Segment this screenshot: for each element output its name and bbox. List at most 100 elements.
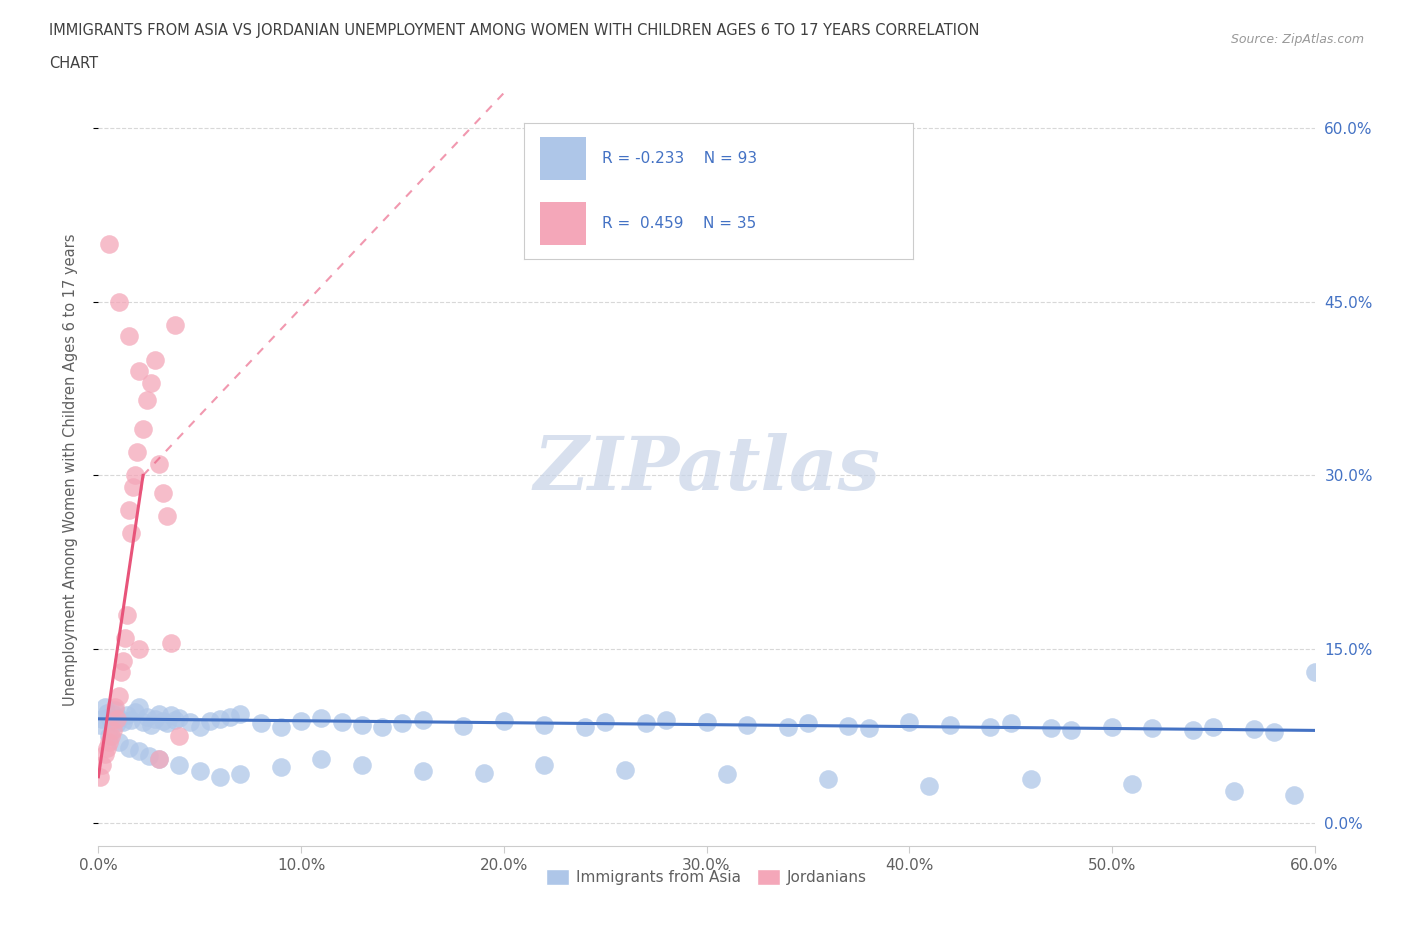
Point <box>735 717 758 732</box>
Point <box>139 717 162 732</box>
Point <box>169 729 191 744</box>
Point <box>918 778 941 793</box>
Point <box>593 715 616 730</box>
Point <box>270 760 292 775</box>
Point <box>143 711 166 726</box>
Point <box>93 746 115 761</box>
Point <box>110 665 132 680</box>
Point <box>219 709 242 724</box>
Point <box>209 711 232 726</box>
Point <box>111 654 134 669</box>
Point <box>97 709 120 724</box>
Point <box>165 317 187 332</box>
Point <box>152 485 174 500</box>
Point <box>101 707 124 722</box>
Point <box>107 711 129 725</box>
Point <box>118 740 141 755</box>
Legend: Immigrants from Asia, Jordanians: Immigrants from Asia, Jordanians <box>540 863 873 891</box>
Point <box>104 699 127 714</box>
Point <box>148 457 170 472</box>
Point <box>1101 720 1123 735</box>
Point <box>152 713 174 728</box>
Point <box>111 715 134 730</box>
Point <box>107 294 129 309</box>
Point <box>96 740 118 755</box>
Point <box>118 503 141 518</box>
Point <box>91 758 114 773</box>
Point <box>132 421 155 436</box>
Point <box>229 707 252 722</box>
Point <box>97 236 120 251</box>
Point <box>138 749 160 764</box>
Point <box>371 720 394 735</box>
Point <box>105 711 128 726</box>
Point <box>1019 772 1042 787</box>
Point <box>290 713 312 728</box>
Point <box>188 764 211 778</box>
Point <box>120 712 142 727</box>
Point <box>1243 722 1265 737</box>
Point <box>198 713 221 728</box>
Point <box>311 711 333 725</box>
Point <box>817 772 839 787</box>
Point <box>1303 665 1326 680</box>
Point <box>107 688 129 703</box>
Point <box>128 364 150 379</box>
Point <box>100 729 122 744</box>
Point <box>614 763 637 777</box>
Point <box>350 717 373 732</box>
Point <box>533 758 555 773</box>
Point <box>391 716 413 731</box>
Point <box>270 720 292 735</box>
Point <box>330 715 353 730</box>
Point <box>776 720 799 735</box>
Y-axis label: Unemployment Among Women with Children Ages 6 to 17 years: Unemployment Among Women with Children A… <box>63 233 77 706</box>
Point <box>1263 724 1285 739</box>
Point <box>696 715 718 730</box>
Point <box>118 329 141 344</box>
Text: CHART: CHART <box>49 56 98 71</box>
Point <box>412 712 434 727</box>
Point <box>125 445 148 459</box>
Point <box>533 717 555 732</box>
Point <box>1060 723 1083 737</box>
Point <box>574 720 596 735</box>
Point <box>1222 783 1244 798</box>
Point <box>156 509 179 524</box>
Point <box>115 708 138 723</box>
Text: IMMIGRANTS FROM ASIA VS JORDANIAN UNEMPLOYMENT AMONG WOMEN WITH CHILDREN AGES 6 : IMMIGRANTS FROM ASIA VS JORDANIAN UNEMPL… <box>49 23 980 38</box>
Point <box>311 752 333 767</box>
Point <box>716 767 738 782</box>
Point <box>148 752 170 767</box>
Point <box>165 712 187 727</box>
Point <box>160 708 183 723</box>
Point <box>124 704 146 719</box>
Text: Source: ZipAtlas.com: Source: ZipAtlas.com <box>1230 33 1364 46</box>
Point <box>136 709 159 724</box>
Point <box>122 480 145 495</box>
Point <box>96 706 118 721</box>
Point <box>105 716 128 731</box>
Point <box>939 717 962 732</box>
Point <box>101 723 124 737</box>
Point <box>115 607 138 622</box>
Point <box>837 718 859 733</box>
Point <box>128 699 150 714</box>
Point <box>100 713 122 728</box>
Point <box>169 711 191 725</box>
Point <box>97 735 120 750</box>
Point <box>132 715 155 730</box>
Point <box>1000 716 1022 731</box>
Point <box>634 716 657 731</box>
Point <box>655 712 678 727</box>
Point <box>143 352 166 367</box>
Point <box>93 699 115 714</box>
Point <box>1142 721 1164 736</box>
Text: ZIPatlas: ZIPatlas <box>533 433 880 506</box>
Point <box>136 392 159 407</box>
Point <box>188 720 211 735</box>
Point <box>156 716 179 731</box>
Point <box>114 631 136 645</box>
Point <box>1202 720 1225 735</box>
Point <box>1284 788 1306 803</box>
